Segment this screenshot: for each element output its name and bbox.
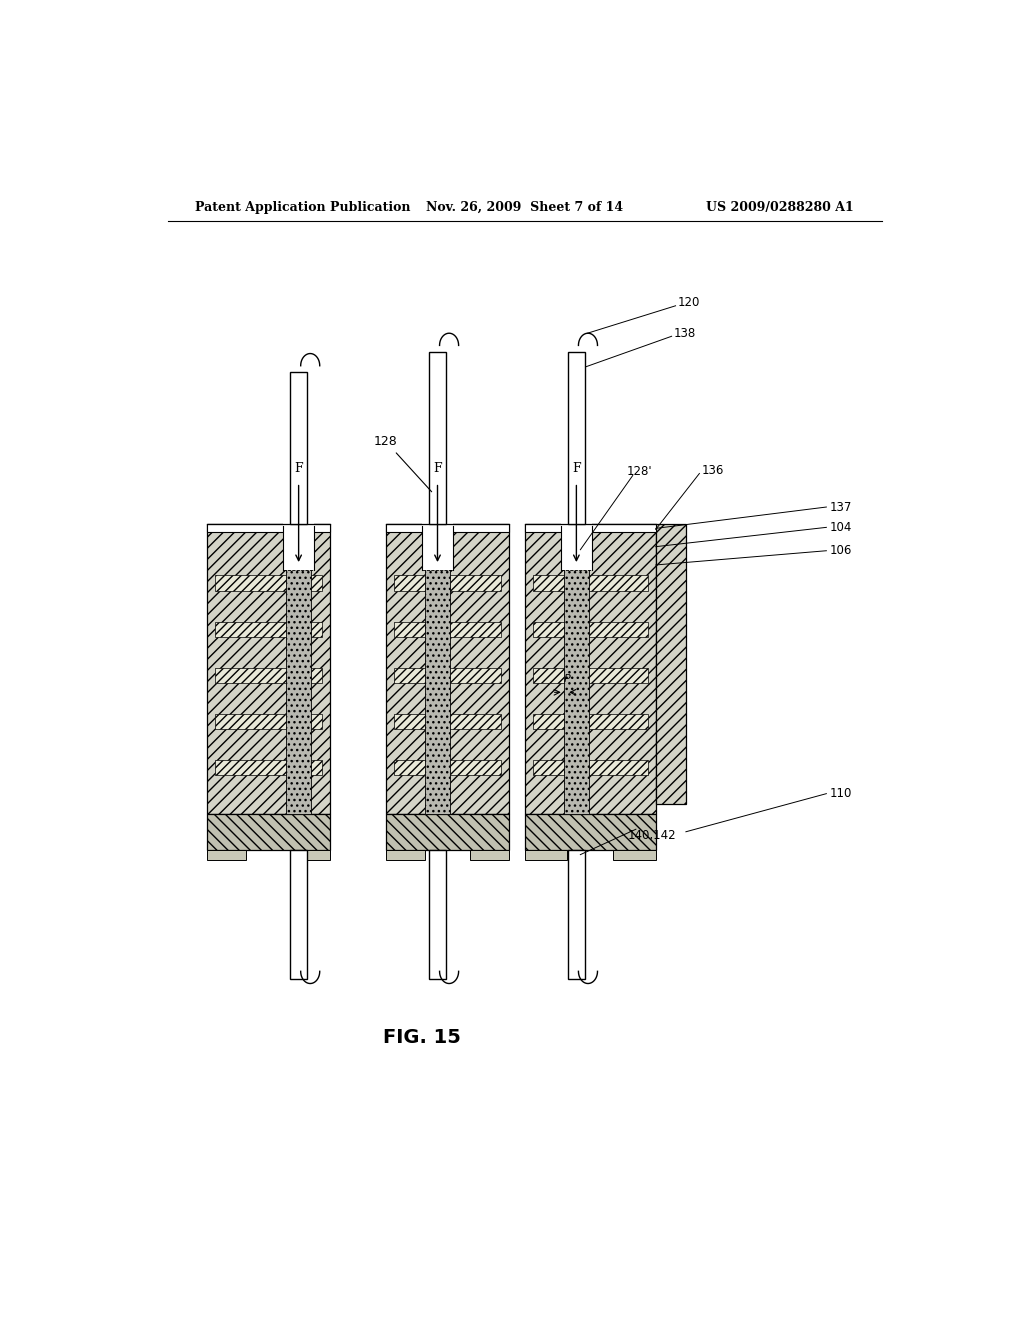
Bar: [425, 524, 451, 814]
Bar: [567, 850, 585, 978]
Bar: [394, 576, 501, 591]
Text: 138: 138: [674, 327, 696, 339]
Text: Patent Application Publication: Patent Application Publication: [196, 201, 411, 214]
Bar: [567, 351, 585, 524]
Text: F: F: [572, 462, 581, 474]
Text: 136: 136: [701, 463, 724, 477]
Bar: [470, 850, 509, 859]
Bar: [394, 622, 501, 636]
Bar: [394, 714, 501, 729]
Bar: [386, 524, 509, 532]
Bar: [207, 814, 331, 850]
Bar: [532, 622, 648, 636]
Text: F: F: [433, 462, 441, 474]
Bar: [207, 524, 331, 814]
Text: US 2009/0288280 A1: US 2009/0288280 A1: [707, 201, 854, 214]
Bar: [207, 850, 246, 859]
Text: 137: 137: [829, 500, 852, 513]
Text: FIG. 15: FIG. 15: [383, 1028, 461, 1047]
Text: 106: 106: [829, 544, 852, 557]
Text: P: P: [564, 675, 570, 684]
Bar: [394, 760, 501, 775]
Bar: [215, 622, 323, 636]
Bar: [215, 576, 323, 591]
Bar: [386, 850, 425, 859]
Bar: [286, 524, 311, 814]
Bar: [524, 524, 655, 814]
Bar: [429, 351, 446, 524]
Bar: [290, 372, 307, 524]
Bar: [386, 814, 509, 850]
Bar: [655, 524, 686, 804]
Bar: [292, 850, 331, 859]
Bar: [215, 714, 323, 729]
Text: Nov. 26, 2009  Sheet 7 of 14: Nov. 26, 2009 Sheet 7 of 14: [426, 201, 624, 214]
Text: 120: 120: [678, 296, 700, 309]
Bar: [394, 668, 501, 682]
Text: 104: 104: [829, 521, 852, 533]
Text: 128: 128: [374, 436, 432, 492]
Bar: [560, 515, 592, 570]
Text: 140,142: 140,142: [628, 829, 677, 842]
Bar: [613, 850, 655, 859]
Bar: [532, 760, 648, 775]
Bar: [524, 814, 655, 850]
Bar: [215, 760, 323, 775]
Text: F: F: [294, 462, 303, 474]
Bar: [215, 668, 323, 682]
Bar: [283, 515, 314, 570]
Bar: [386, 524, 509, 814]
Text: 110: 110: [829, 787, 852, 800]
Text: 128': 128': [627, 465, 652, 478]
Bar: [290, 850, 307, 978]
Bar: [532, 668, 648, 682]
Bar: [524, 524, 655, 532]
Bar: [532, 714, 648, 729]
Bar: [563, 524, 589, 814]
Bar: [532, 576, 648, 591]
Bar: [429, 850, 446, 978]
Bar: [422, 515, 454, 570]
Bar: [524, 850, 567, 859]
Bar: [207, 524, 331, 532]
